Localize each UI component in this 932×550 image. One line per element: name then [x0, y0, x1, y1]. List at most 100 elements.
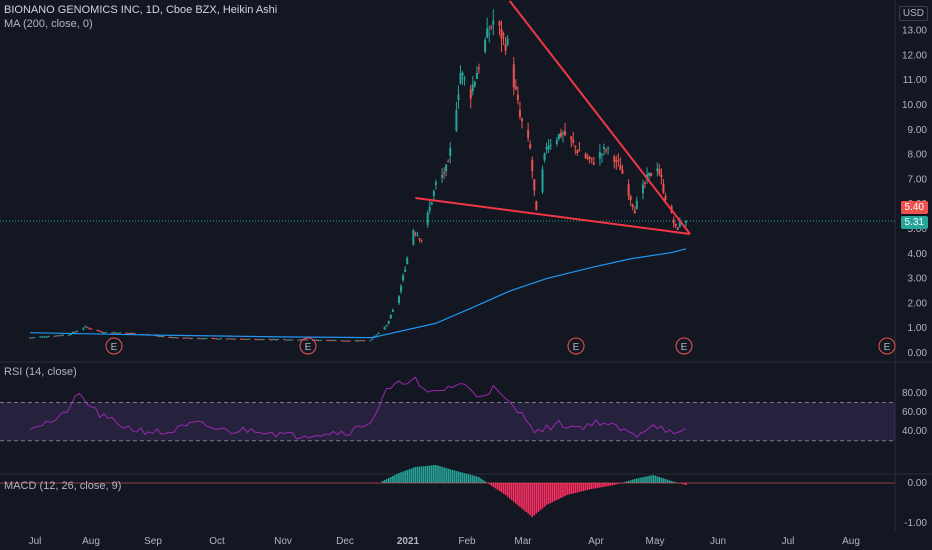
macd-bar	[582, 483, 585, 491]
candle-body	[541, 169, 544, 192]
candle-body	[260, 339, 263, 341]
macd-bar	[525, 483, 527, 512]
macd-bar	[390, 477, 392, 483]
earnings-marker: E	[878, 337, 896, 355]
candle-body	[100, 331, 103, 333]
macd-bar	[476, 476, 478, 483]
candle-body	[375, 334, 378, 336]
macd-bar	[451, 469, 454, 483]
candle-body	[59, 335, 62, 337]
candle-body	[664, 196, 667, 201]
macd-bar	[666, 479, 669, 483]
candle-body	[90, 328, 93, 330]
candle-body	[633, 210, 636, 214]
candle-body	[201, 338, 204, 340]
macd-bar	[494, 483, 497, 489]
candle-body	[217, 338, 220, 340]
earnings-marker: E	[675, 337, 693, 355]
candle-body	[426, 212, 429, 225]
macd-bar	[426, 465, 429, 483]
candle-body	[484, 40, 487, 52]
candle-body	[543, 153, 546, 161]
candle-body	[340, 340, 343, 342]
candle-body	[96, 329, 99, 331]
macd-bar	[627, 480, 630, 483]
earnings-marker: E	[567, 337, 585, 355]
macd-bar	[541, 483, 544, 509]
macd-bar	[474, 475, 476, 483]
candle-body	[348, 340, 351, 342]
macd-bar	[416, 466, 419, 483]
currency-badge[interactable]: USD	[898, 6, 928, 21]
macd-bar	[537, 483, 540, 512]
earnings-label: E	[111, 342, 118, 353]
candles	[29, 9, 687, 342]
candle-body	[572, 139, 575, 143]
candle-body	[190, 338, 193, 340]
macd-bar	[549, 483, 552, 503]
rsi-tick-label: 60.00	[902, 407, 927, 418]
macd-bar	[398, 473, 400, 483]
earnings-marker: E	[105, 337, 123, 355]
y-tick-label: 1.00	[908, 323, 928, 334]
macd-bar	[406, 470, 408, 483]
macd-bar	[648, 475, 650, 483]
candle-body	[283, 339, 286, 341]
candle-body	[334, 340, 337, 342]
candle-body	[104, 331, 107, 333]
macd-bar	[480, 478, 482, 483]
rsi-line	[29, 376, 687, 440]
macd-bar	[533, 483, 536, 516]
candle-body	[186, 337, 189, 339]
macd-bar	[517, 483, 519, 506]
candle-body	[47, 336, 50, 338]
macd-bar	[441, 466, 443, 483]
candle-body	[213, 338, 216, 340]
candle-body	[383, 326, 386, 330]
x-tick-label: Dec	[336, 536, 354, 547]
macd-bar	[592, 483, 595, 489]
candle-body	[603, 146, 605, 149]
candle-body	[406, 257, 409, 264]
earnings-label: E	[884, 342, 891, 353]
macd-bar	[400, 472, 402, 483]
candle-body	[158, 335, 161, 337]
candle-body	[184, 337, 187, 339]
macd-bar	[457, 471, 460, 483]
candle-body	[662, 184, 665, 193]
candle-body	[504, 44, 507, 51]
candle-body	[129, 332, 132, 334]
macd-bar	[568, 483, 570, 495]
x-tick-label: 2021	[397, 536, 420, 547]
candle-body	[600, 154, 603, 156]
macd-bar	[467, 474, 470, 483]
candle-body	[473, 81, 476, 86]
candle-body	[471, 84, 474, 92]
candle-body	[277, 339, 280, 341]
candle-body	[289, 339, 292, 341]
candle-body	[33, 337, 36, 339]
candle-body	[555, 140, 558, 144]
candle-body	[430, 202, 433, 205]
macd-bar	[646, 476, 648, 483]
candle-body	[354, 340, 357, 342]
macd-bar	[650, 475, 652, 483]
candle-body	[404, 269, 407, 272]
macd-bar	[500, 483, 503, 493]
candle-body	[305, 339, 308, 341]
candle-body	[371, 338, 374, 340]
macd-bar	[449, 469, 452, 483]
macd-bar	[381, 481, 384, 483]
y-tick-label: 2.00	[908, 298, 928, 309]
macd-bar	[433, 465, 435, 483]
x-tick-label: May	[646, 536, 665, 547]
candle-body	[115, 332, 118, 334]
macd-bar	[496, 483, 499, 490]
macd-bar	[584, 483, 587, 491]
candle-body	[420, 239, 423, 241]
candle-body	[82, 328, 85, 330]
candle-body	[529, 144, 532, 149]
candle-body	[457, 94, 460, 101]
macd-bar	[629, 480, 632, 483]
